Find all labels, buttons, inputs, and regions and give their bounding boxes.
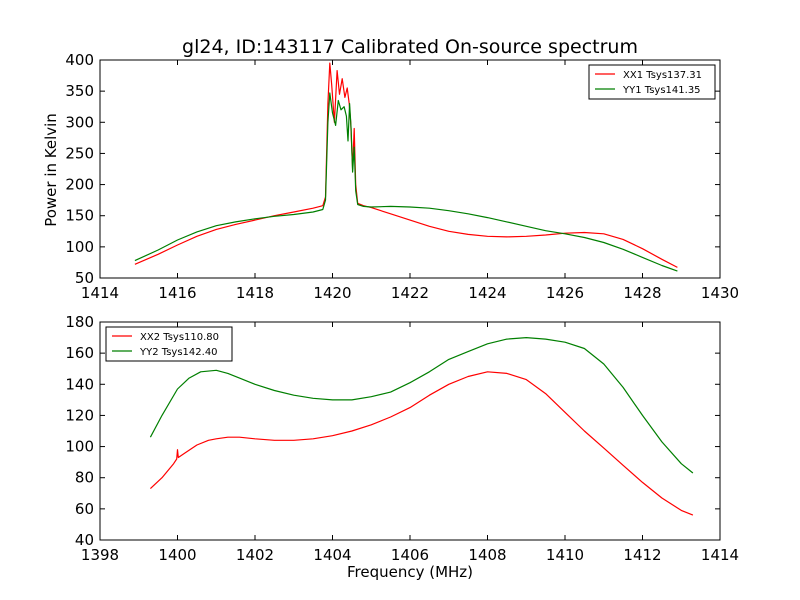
- x-tick-label: 1398: [81, 546, 119, 564]
- y-tick-label: 400: [65, 51, 94, 69]
- y-tick-label: 160: [65, 344, 94, 362]
- y-tick-label: 60: [75, 500, 94, 518]
- y-tick-label: 100: [65, 438, 94, 456]
- legend-box: [105, 326, 233, 362]
- x-tick-label: 1424: [468, 284, 506, 302]
- chart-title: gl24, ID:143117 Calibrated On-source spe…: [182, 36, 638, 58]
- x-tick-label: 1410: [546, 546, 584, 564]
- y-tick-label: 350: [65, 82, 94, 100]
- x-tick-label: 1420: [313, 284, 351, 302]
- legend-label-1: XX2 Tsys110.80: [140, 332, 219, 343]
- series-line-2: [149, 337, 694, 474]
- x-tick-label: 1402: [236, 546, 274, 564]
- x-tick-label: 1408: [468, 546, 506, 564]
- legend-box: [588, 64, 716, 100]
- top-plot: 1414 1416 1418 1420 1422 1424 1426 1428 1430 50 10…: [65, 51, 739, 302]
- x-tick-label: 1414: [701, 546, 739, 564]
- x-tick-label: 1404: [313, 546, 351, 564]
- y-tick-label: 200: [65, 176, 94, 194]
- bottom-plot: 1398 1400 1402 1404 1406 1408 1410 1412 1414 40 60…: [65, 313, 739, 564]
- x-tick-label: 1426: [546, 284, 584, 302]
- x-tick-label: 1418: [236, 284, 274, 302]
- y-tick-label: 150: [65, 207, 94, 225]
- legend-label-2: YY2 Tsys142.40: [139, 347, 218, 358]
- x-tick-label: 1416: [158, 284, 196, 302]
- legend-label-1: XX1 Tsys137.31: [623, 70, 702, 81]
- x-tick-label: 1428: [623, 284, 661, 302]
- legend-label-2: YY1 Tsys141.35: [622, 85, 701, 96]
- y-tick-label: 100: [65, 238, 94, 256]
- series-line-2: [134, 92, 678, 272]
- y-axis-label-top: Power in Kelvin: [42, 113, 60, 227]
- y-tick-label: 40: [75, 531, 94, 549]
- x-tick-label: 1406: [391, 546, 429, 564]
- x-tick-label: 1430: [701, 284, 739, 302]
- x-tick-label: 1400: [158, 546, 196, 564]
- y-tick-label: 180: [65, 313, 94, 331]
- x-tick-label: 1422: [391, 284, 429, 302]
- x-axis-label-bottom: Frequency (MHz): [347, 563, 473, 581]
- series-line-1: [149, 371, 694, 516]
- y-tick-label: 120: [65, 406, 94, 424]
- y-tick-label: 300: [65, 113, 94, 131]
- y-tick-label: 140: [65, 375, 94, 393]
- y-tick-label: 50: [75, 269, 94, 287]
- y-tick-label: 250: [65, 144, 94, 162]
- x-tick-label: 1412: [623, 546, 661, 564]
- x-tick-label: 1414: [81, 284, 119, 302]
- y-tick-label: 80: [75, 469, 94, 487]
